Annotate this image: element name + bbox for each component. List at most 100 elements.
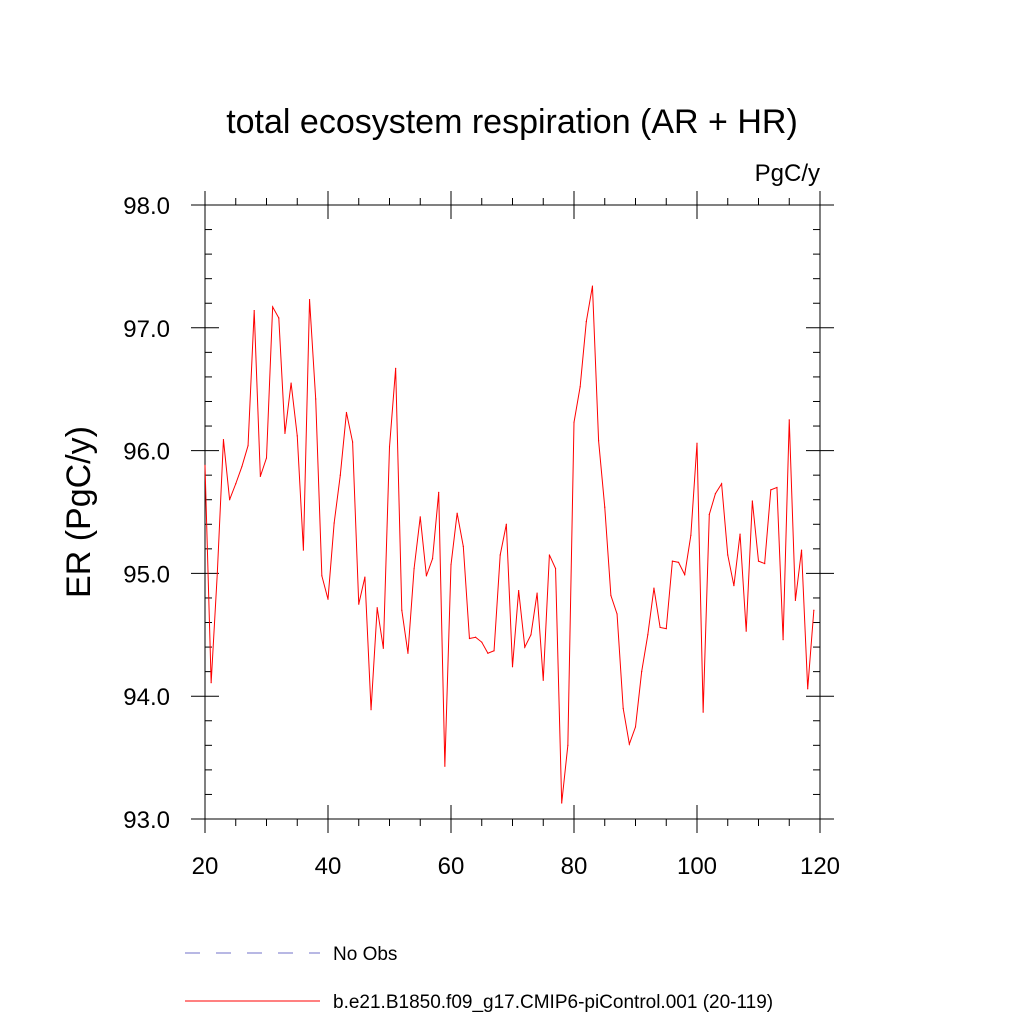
data-point bbox=[677, 561, 680, 563]
data-point bbox=[247, 445, 249, 447]
data-point bbox=[536, 592, 538, 594]
data-point bbox=[524, 646, 526, 648]
data-point bbox=[278, 317, 280, 319]
data-point bbox=[641, 671, 643, 673]
data-point bbox=[696, 442, 698, 444]
data-point bbox=[395, 367, 397, 369]
data-point bbox=[308, 298, 311, 301]
data-point bbox=[591, 285, 594, 287]
data-point bbox=[659, 626, 661, 629]
chart-title: total ecosystem respiration (AR + HR) bbox=[226, 103, 798, 141]
data-point bbox=[475, 636, 477, 638]
data-point bbox=[647, 634, 649, 636]
data-point bbox=[333, 522, 335, 524]
data-point bbox=[364, 576, 366, 578]
x-tick-label: 20 bbox=[192, 853, 219, 880]
data-point bbox=[561, 802, 563, 804]
y-tick-label: 93.0 bbox=[123, 807, 170, 834]
data-point bbox=[721, 483, 723, 485]
data-point bbox=[554, 567, 557, 570]
data-point bbox=[493, 650, 495, 652]
data-point bbox=[634, 726, 637, 728]
data-point bbox=[733, 585, 735, 587]
data-point bbox=[413, 567, 415, 570]
data-point bbox=[259, 475, 261, 477]
data-point bbox=[352, 441, 354, 443]
data-point bbox=[229, 499, 231, 501]
data-point bbox=[382, 647, 384, 649]
data-point bbox=[794, 599, 797, 602]
x-tick-label: 60 bbox=[438, 853, 465, 880]
data-point bbox=[376, 607, 378, 609]
data-point bbox=[407, 652, 409, 654]
data-point bbox=[511, 666, 514, 668]
data-point bbox=[770, 489, 772, 491]
data-point bbox=[800, 549, 803, 551]
data-point bbox=[739, 533, 741, 535]
data-point bbox=[616, 613, 618, 615]
data-point bbox=[690, 534, 692, 536]
data-point bbox=[807, 688, 809, 690]
y-tick-label: 95.0 bbox=[123, 561, 170, 588]
legend-label-picontrol: b.e21.B1850.f09_g17.CMIP6-piControl.001 … bbox=[333, 992, 773, 1013]
data-point bbox=[714, 492, 717, 495]
data-point bbox=[358, 603, 360, 605]
data-point bbox=[653, 587, 655, 589]
data-point bbox=[431, 558, 434, 560]
data-point bbox=[684, 574, 686, 576]
x-tick-label: 40 bbox=[315, 853, 342, 880]
data-point bbox=[628, 743, 630, 745]
data-point bbox=[776, 486, 778, 489]
data-point bbox=[665, 628, 667, 630]
data-point bbox=[302, 549, 304, 551]
data-point bbox=[745, 630, 747, 632]
data-point bbox=[468, 637, 471, 640]
y-tick-labels: 93.0 94.0 95.0 96.0 97.0 98.0 bbox=[123, 193, 170, 834]
units-label: PgC/y bbox=[755, 160, 820, 187]
data-point bbox=[388, 446, 391, 448]
data-point bbox=[579, 386, 581, 388]
data-point bbox=[222, 438, 225, 441]
data-point bbox=[290, 382, 292, 384]
series-points bbox=[204, 285, 815, 804]
data-point bbox=[272, 306, 274, 308]
data-point bbox=[235, 483, 237, 485]
data-point bbox=[610, 594, 612, 597]
data-point bbox=[788, 419, 790, 421]
data-point bbox=[339, 474, 341, 476]
data-point bbox=[265, 457, 268, 459]
data-point bbox=[210, 682, 212, 684]
data-point bbox=[438, 491, 440, 493]
data-point bbox=[702, 711, 704, 713]
data-point bbox=[345, 411, 348, 414]
plot-frame bbox=[204, 204, 821, 820]
data-point bbox=[296, 435, 298, 437]
data-point bbox=[321, 575, 323, 577]
series-line bbox=[204, 285, 815, 804]
data-point bbox=[462, 545, 464, 547]
data-point bbox=[315, 398, 317, 400]
data-point bbox=[456, 512, 458, 514]
data-point bbox=[542, 679, 544, 681]
data-point bbox=[751, 500, 753, 502]
data-point bbox=[604, 506, 606, 508]
data-point bbox=[573, 421, 575, 423]
legend-label-no-obs: No Obs bbox=[333, 944, 397, 965]
x-tick-label: 100 bbox=[677, 853, 717, 880]
data-point bbox=[327, 598, 329, 600]
data-point bbox=[487, 652, 489, 654]
axis-ticks bbox=[191, 191, 834, 833]
data-point bbox=[505, 523, 507, 525]
data-point bbox=[444, 765, 446, 767]
data-point bbox=[782, 639, 784, 641]
data-point bbox=[204, 464, 206, 466]
y-tick-label: 98.0 bbox=[123, 193, 170, 220]
data-point bbox=[622, 707, 624, 710]
data-point bbox=[530, 634, 532, 636]
data-point bbox=[419, 516, 421, 518]
y-tick-label: 94.0 bbox=[123, 684, 170, 711]
y-tick-label: 96.0 bbox=[123, 439, 170, 466]
data-point bbox=[585, 321, 587, 323]
data-point bbox=[708, 513, 710, 516]
data-point bbox=[567, 744, 569, 746]
